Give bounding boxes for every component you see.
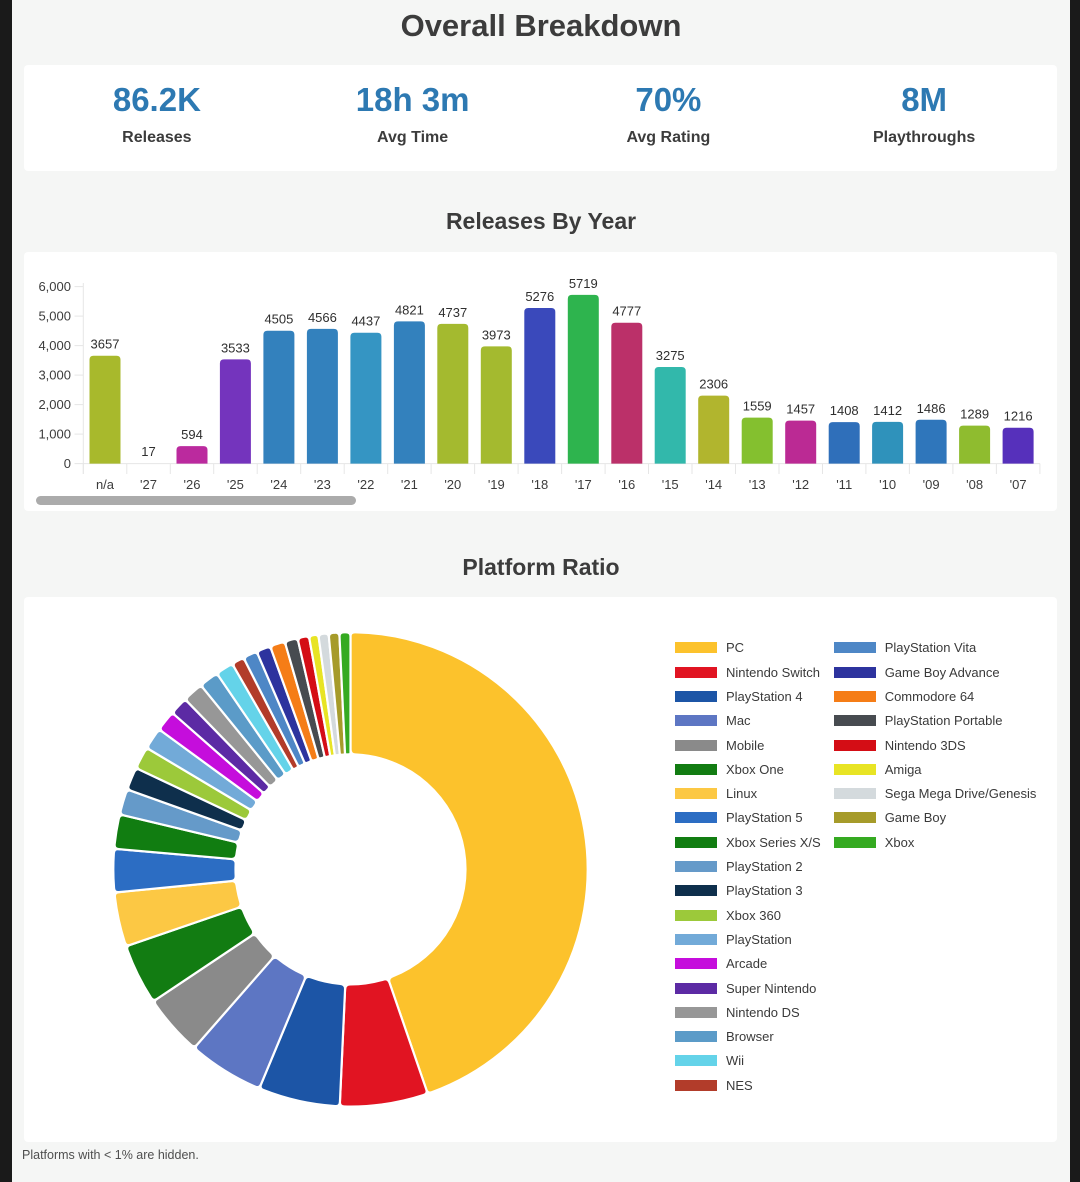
svg-text:'12: '12 xyxy=(792,477,809,492)
svg-text:'25: '25 xyxy=(227,477,244,492)
svg-text:'27: '27 xyxy=(140,477,157,492)
svg-text:594: 594 xyxy=(181,427,203,442)
svg-text:4566: 4566 xyxy=(308,310,337,325)
svg-text:'26: '26 xyxy=(184,477,201,492)
svg-text:4,000: 4,000 xyxy=(38,338,71,353)
svg-text:4777: 4777 xyxy=(612,304,641,319)
svg-text:1486: 1486 xyxy=(917,401,946,416)
svg-text:'07: '07 xyxy=(1010,477,1027,492)
svg-text:1412: 1412 xyxy=(873,403,902,418)
svg-text:'13: '13 xyxy=(749,477,766,492)
svg-text:'23: '23 xyxy=(314,477,331,492)
svg-text:6,000: 6,000 xyxy=(38,279,71,294)
svg-text:2,000: 2,000 xyxy=(38,397,71,412)
svg-text:2306: 2306 xyxy=(699,377,728,392)
svg-text:0: 0 xyxy=(64,456,71,471)
svg-text:n/a: n/a xyxy=(96,477,115,492)
svg-text:'16: '16 xyxy=(618,477,635,492)
svg-text:5719: 5719 xyxy=(569,276,598,291)
svg-text:'11: '11 xyxy=(836,477,852,492)
svg-text:5276: 5276 xyxy=(525,289,554,304)
svg-text:'14: '14 xyxy=(705,477,722,492)
svg-text:5,000: 5,000 xyxy=(38,309,71,324)
svg-text:3275: 3275 xyxy=(656,348,685,363)
svg-text:17: 17 xyxy=(141,444,155,459)
svg-text:'08: '08 xyxy=(966,477,983,492)
svg-text:'18: '18 xyxy=(531,477,548,492)
svg-text:'09: '09 xyxy=(923,477,940,492)
svg-text:1559: 1559 xyxy=(743,399,772,414)
svg-text:'17: '17 xyxy=(575,477,592,492)
svg-text:'10: '10 xyxy=(879,477,896,492)
svg-text:3657: 3657 xyxy=(91,337,120,352)
svg-text:1289: 1289 xyxy=(960,407,989,422)
svg-text:1216: 1216 xyxy=(1004,409,1033,424)
svg-text:3533: 3533 xyxy=(221,340,250,355)
svg-text:'15: '15 xyxy=(662,477,679,492)
svg-text:4437: 4437 xyxy=(351,314,380,329)
svg-text:'22: '22 xyxy=(357,477,374,492)
svg-text:'24: '24 xyxy=(270,477,287,492)
svg-text:1457: 1457 xyxy=(786,402,815,417)
svg-text:1408: 1408 xyxy=(830,403,859,418)
svg-text:4737: 4737 xyxy=(438,305,467,320)
svg-text:'21: '21 xyxy=(401,477,418,492)
svg-text:4505: 4505 xyxy=(264,312,293,327)
svg-text:'20: '20 xyxy=(444,477,461,492)
svg-text:3973: 3973 xyxy=(482,327,511,342)
svg-text:4821: 4821 xyxy=(395,302,424,317)
svg-text:'19: '19 xyxy=(488,477,505,492)
svg-text:3,000: 3,000 xyxy=(38,368,71,383)
svg-text:1,000: 1,000 xyxy=(38,427,71,442)
